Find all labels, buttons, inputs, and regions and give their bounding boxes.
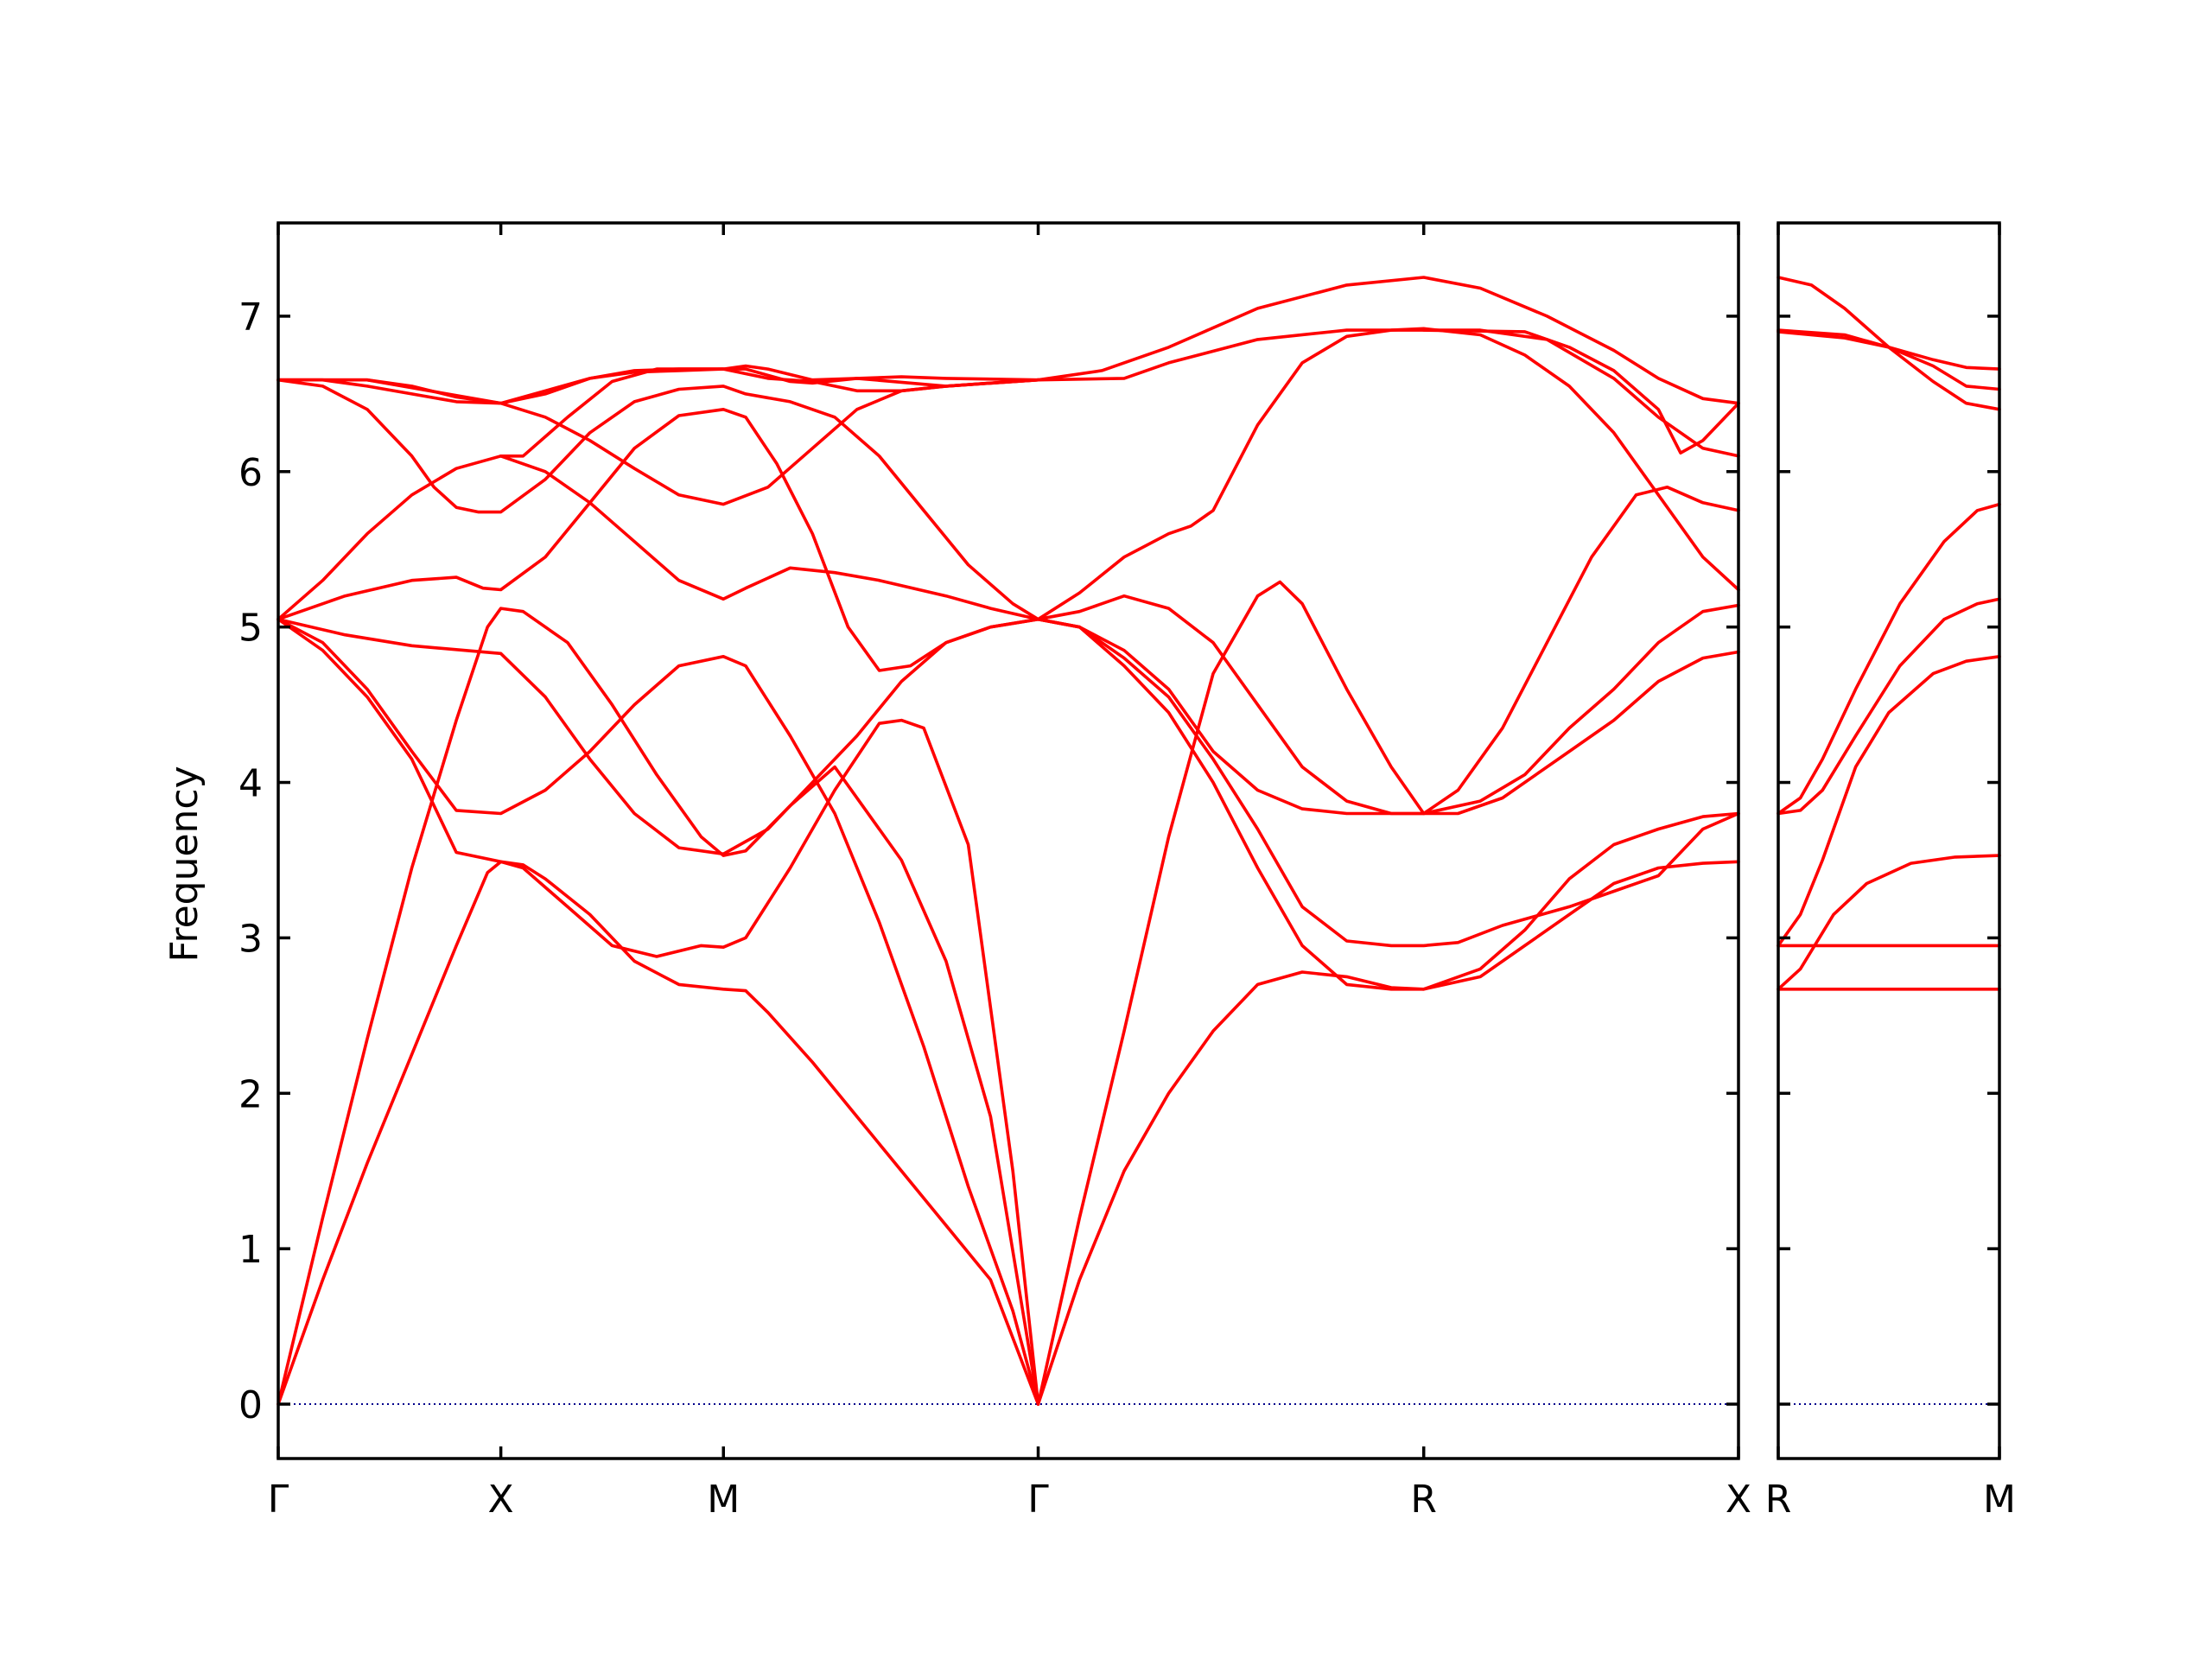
kpoint-label: X xyxy=(1726,1478,1751,1522)
phonon-band-main-22 xyxy=(1421,328,1740,458)
phonon-band-main-18 xyxy=(1036,486,1740,816)
phonon-band-main-21 xyxy=(1036,276,1740,405)
kpoint-label: Γ xyxy=(268,1478,289,1522)
phonon-band-main-7 xyxy=(276,454,1040,621)
phonon-band-main-4 xyxy=(276,617,1040,1406)
y-tick-label: 0 xyxy=(238,1383,263,1427)
phonon-band-main-9 xyxy=(276,378,1040,621)
y-tick-label: 6 xyxy=(238,451,263,495)
phonon-band-main-20 xyxy=(1036,328,1740,454)
phonon-band-side-6 xyxy=(1777,502,2001,816)
y-tick-label: 7 xyxy=(238,296,263,340)
phonon-band-side-8 xyxy=(1777,330,2001,371)
phonon-band-side-7 xyxy=(1777,328,2001,391)
kpoint-label: X xyxy=(488,1478,514,1522)
main-panel: 0 1 2 3 4 5 6 7 Γ X M Γ R X xyxy=(238,221,1751,1522)
phonon-band-side-4 xyxy=(1777,655,2001,948)
phonon-band-main-6 xyxy=(276,408,1040,672)
phonon-band-main-17 xyxy=(1036,603,1740,816)
phonon-band-side-5 xyxy=(1777,597,2001,816)
plot-frame-main xyxy=(276,221,1740,1460)
kpoint-label: M xyxy=(1983,1478,2016,1522)
y-axis-label: Frequency xyxy=(162,766,207,962)
phonon-band-main-16 xyxy=(1036,617,1740,948)
kpoint-label: R xyxy=(1410,1478,1437,1522)
phonon-band-main-10 xyxy=(276,367,1040,405)
y-tick-label: 2 xyxy=(238,1072,263,1116)
y-tick-label: 4 xyxy=(238,762,263,806)
phonon-band-side-9 xyxy=(1777,276,2001,411)
phonon-band-main-2 xyxy=(276,607,1040,1406)
phonon-band-main-5 xyxy=(276,617,1040,856)
phonon-band-side-3 xyxy=(1777,854,2001,991)
phonon-band-main-13 xyxy=(1036,580,1740,1406)
phonon-band-main-19 xyxy=(1036,327,1740,621)
phonon-band-main-12 xyxy=(499,367,1040,458)
phonon-band-main-3 xyxy=(276,617,1040,1406)
plot-frame-side xyxy=(1777,221,2001,1460)
phonon-band-main-14 xyxy=(1036,811,1740,1406)
phonon-band-main-1 xyxy=(276,860,1040,1406)
phonon-band-main-8 xyxy=(276,378,1040,506)
phonon-band-main-15 xyxy=(1036,617,1740,991)
kpoint-label: R xyxy=(1765,1478,1792,1522)
y-tick-label: 3 xyxy=(238,917,263,961)
y-tick-label: 1 xyxy=(238,1228,263,1272)
kpoint-label: M xyxy=(707,1478,740,1522)
kpoint-label: Γ xyxy=(1027,1478,1049,1522)
y-tick-label: 5 xyxy=(238,607,263,651)
